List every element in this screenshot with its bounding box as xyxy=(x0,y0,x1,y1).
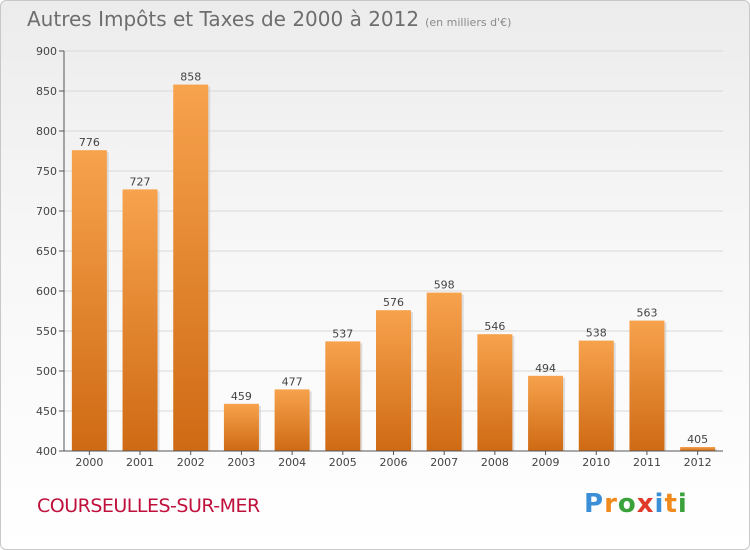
x-tick-label-2003: 2003 xyxy=(227,456,255,469)
y-tick-label: 700 xyxy=(36,205,57,218)
chart-subtitle: (en milliers d'€) xyxy=(425,16,512,29)
logo-letter: P xyxy=(584,489,605,519)
y-tick-label: 450 xyxy=(36,405,57,418)
bar-2008 xyxy=(477,334,513,451)
bar-2012 xyxy=(680,447,716,451)
logo-letter: t xyxy=(664,489,678,519)
x-tick-label-2011: 2011 xyxy=(633,456,661,469)
x-tick-label-2010: 2010 xyxy=(582,456,610,469)
data-label-2007: 598 xyxy=(434,279,455,292)
bar-2007 xyxy=(426,292,462,451)
x-tick-label-2007: 2007 xyxy=(430,456,458,469)
bar-2002 xyxy=(173,84,209,451)
data-label-2005: 537 xyxy=(332,327,353,340)
data-label-2004: 477 xyxy=(282,375,303,388)
y-tick-label: 750 xyxy=(36,165,57,178)
bar-2000 xyxy=(71,150,107,451)
logo-letter: r xyxy=(604,489,618,519)
logo-letter: x xyxy=(636,489,655,519)
bar-2005 xyxy=(325,341,361,451)
bar-2009 xyxy=(528,375,564,451)
logo-letter: i xyxy=(677,489,688,519)
chart-title: Autres Impôts et Taxes de 2000 à 2012 (en… xyxy=(27,7,511,31)
data-label-2003: 459 xyxy=(231,390,252,403)
y-tick-label: 800 xyxy=(36,125,57,138)
x-tick-label-2006: 2006 xyxy=(380,456,408,469)
x-tick-label-2004: 2004 xyxy=(278,456,306,469)
x-tick-label-2005: 2005 xyxy=(329,456,357,469)
logo-letter: i xyxy=(654,489,665,519)
y-tick-label: 650 xyxy=(36,245,57,258)
y-tick-label: 400 xyxy=(36,445,57,458)
bar-2001 xyxy=(122,189,158,451)
bar-2003 xyxy=(223,403,259,451)
data-label-2002: 858 xyxy=(180,71,201,84)
bar-2006 xyxy=(376,310,411,451)
logo-letter: o xyxy=(617,489,637,519)
y-tick-label: 900 xyxy=(36,45,57,58)
bar-2004 xyxy=(274,389,310,451)
data-label-2008: 546 xyxy=(484,320,505,333)
data-label-2006: 576 xyxy=(383,296,404,309)
data-label-2012: 405 xyxy=(687,433,708,446)
commune-name: COURSEULLES-SUR-MER xyxy=(37,495,260,517)
x-tick-label-2002: 2002 xyxy=(177,456,205,469)
chart-title-text: Autres Impôts et Taxes de 2000 à 2012 xyxy=(27,7,420,31)
bar-layer: 776 727 858 459 477 537 576 598 546 494 538 563 405 xyxy=(71,71,718,451)
data-label-2001: 727 xyxy=(130,175,151,188)
y-tick-label: 500 xyxy=(36,365,57,378)
y-tick-label: 550 xyxy=(36,325,57,338)
bar-2011 xyxy=(629,320,665,451)
x-tick-label-2012: 2012 xyxy=(684,456,712,469)
bar-2010 xyxy=(578,340,614,451)
x-tick-label-2009: 2009 xyxy=(532,456,560,469)
data-label-2000: 776 xyxy=(79,136,100,149)
x-tick-label-2001: 2001 xyxy=(126,456,154,469)
x-tick-label-2008: 2008 xyxy=(481,456,509,469)
x-tick-label-2000: 2000 xyxy=(75,456,103,469)
proxiti-logo[interactable]: Proxiti xyxy=(584,489,688,519)
data-label-2009: 494 xyxy=(535,362,556,375)
data-label-2010: 538 xyxy=(586,327,607,340)
axis-layer: 400 450 500 550 600 650 700 750 800 850 900 2000 200… xyxy=(36,45,723,469)
y-tick-label: 850 xyxy=(36,85,57,98)
y-tick-label: 600 xyxy=(36,285,57,298)
data-label-2011: 563 xyxy=(636,307,657,320)
